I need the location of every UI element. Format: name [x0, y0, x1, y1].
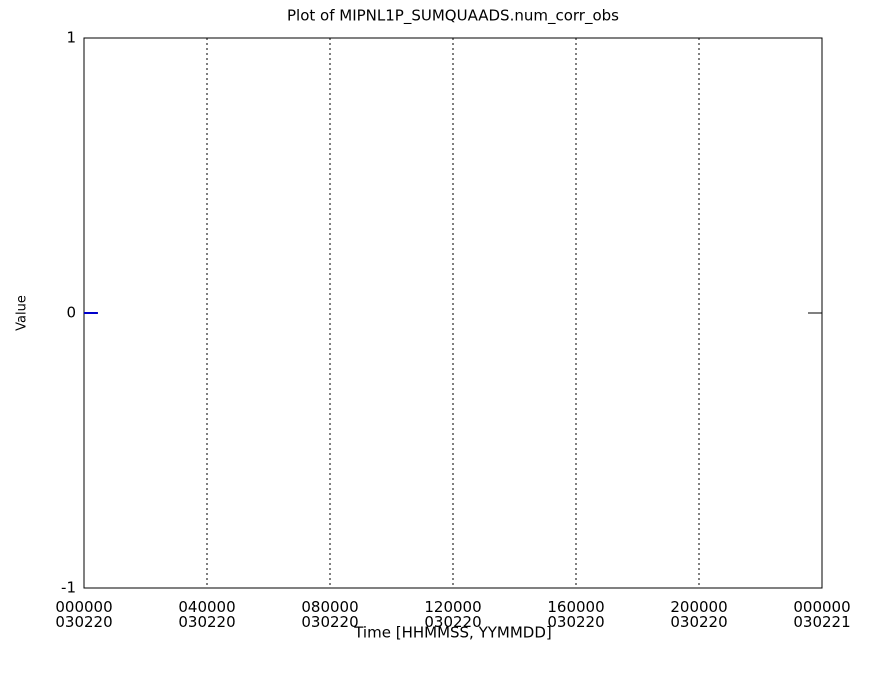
- x-tick-label: 080000 030220: [301, 598, 359, 631]
- x-tick-label: 120000 030220: [424, 598, 482, 631]
- y-tick-label: 1: [66, 29, 76, 47]
- y-tick-label: 0: [66, 304, 76, 322]
- y-axis-label: Value: [15, 295, 30, 331]
- x-tick-label: 200000 030220: [670, 598, 728, 631]
- chart-title: Plot of MIPNL1P_SUMQUAADS.num_corr_obs: [287, 7, 619, 26]
- y-tick-label: -1: [61, 579, 76, 597]
- x-tick-label: 000000 030220: [55, 598, 113, 631]
- x-tick-label: 000000 030221: [793, 598, 851, 631]
- x-tick-label: 160000 030220: [547, 598, 605, 631]
- x-tick-label: 040000 030220: [178, 598, 236, 631]
- x-axis-label: Time [HHMMSS, YYMMDD]: [353, 624, 552, 642]
